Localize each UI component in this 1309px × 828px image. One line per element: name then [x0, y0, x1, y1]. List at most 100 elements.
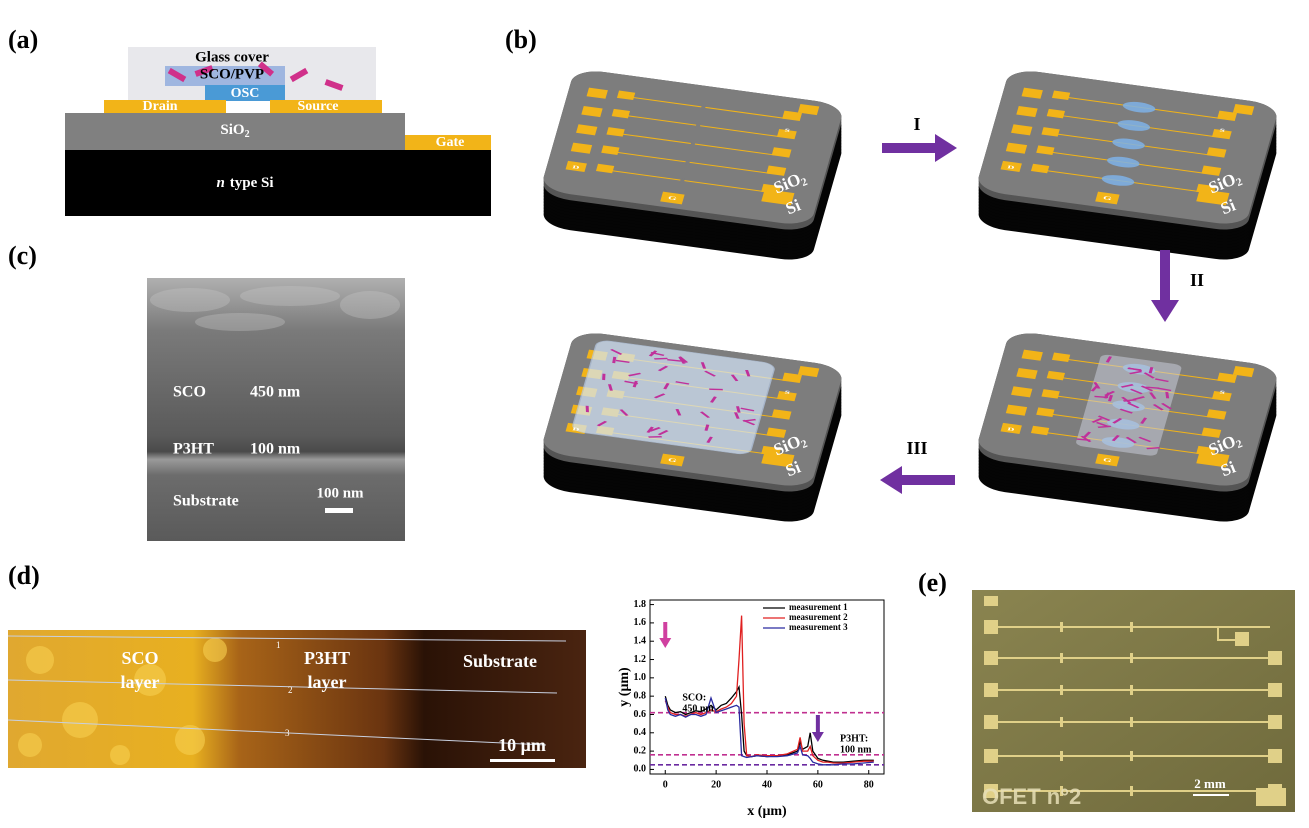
sco-crystal [1108, 394, 1113, 402]
sio2-label: SiO2 [220, 122, 249, 140]
si-italic: n [216, 175, 224, 191]
x-axis-label: x (μm) [747, 804, 787, 819]
sem-texture [150, 286, 400, 331]
pad [616, 90, 636, 101]
sco-crystal [650, 351, 665, 357]
step-label: I [913, 114, 920, 134]
pad [1021, 87, 1043, 99]
sco-crystal [1160, 403, 1173, 410]
photo-gap [1060, 717, 1063, 727]
pad [570, 142, 593, 154]
pad-label: G [667, 457, 678, 464]
sio2-sub: 2 [245, 129, 250, 140]
si-label: Si [783, 195, 804, 218]
sample-name: OFET n°2 [982, 784, 1081, 809]
pad [1051, 90, 1071, 101]
channel-gap [700, 105, 706, 110]
photo-pad [1268, 651, 1282, 665]
sem-image [147, 278, 405, 541]
photo-pad [1268, 715, 1282, 729]
y-tick-label: 0.8 [634, 690, 647, 701]
sio2 [65, 113, 405, 150]
sco-strip [1076, 354, 1182, 456]
channel-gap [679, 178, 685, 184]
region-label: P3HT [304, 648, 350, 668]
pad-label: G [1102, 195, 1113, 202]
pad-label: D [1007, 164, 1016, 170]
panel-label: (c) [8, 241, 37, 270]
sco-crystal [1129, 388, 1143, 395]
gate-pad [1095, 191, 1120, 205]
y-tick-label: 1.6 [634, 617, 647, 628]
sco-crystal [619, 409, 629, 416]
annotation: P3HT: [840, 733, 868, 744]
photo-gap [1130, 622, 1133, 632]
pad [1217, 110, 1238, 121]
pad [1030, 425, 1050, 436]
photo-gap [1060, 786, 1063, 796]
pad [1011, 124, 1033, 136]
sio2-sub: 2 [1234, 175, 1244, 188]
pad [776, 390, 797, 402]
arrow [1151, 250, 1179, 322]
sco-crystal [675, 381, 690, 385]
sco-crystal [1143, 372, 1155, 379]
pad [1030, 163, 1050, 174]
pad [1201, 165, 1222, 176]
gate-pad [660, 191, 685, 205]
device-top: D S G [978, 71, 1277, 224]
pad [601, 145, 620, 155]
pad [1041, 127, 1060, 137]
photo-pad [984, 715, 998, 729]
sco-crystal [1140, 385, 1154, 392]
osc-drop [1117, 120, 1151, 131]
sco-crystal [653, 357, 668, 360]
step-label: II [1190, 270, 1204, 290]
y-tick-label: 0.2 [634, 745, 647, 756]
si-label: Si [1218, 195, 1239, 218]
osc-drop [1107, 156, 1140, 168]
pad [1021, 349, 1043, 361]
annotation: 450 nm [682, 703, 714, 714]
x-tick-label: 20 [711, 779, 721, 790]
pad [1046, 370, 1066, 381]
osc-drop [1112, 138, 1145, 150]
sio2-sub: 2 [799, 175, 809, 188]
sco-crystal [675, 409, 682, 416]
photo-gap [1130, 786, 1133, 796]
photo-gap [1130, 653, 1133, 663]
series-line [664, 695, 874, 766]
si-text: type Si [230, 175, 274, 191]
sco-crystal [602, 373, 606, 381]
sco-crystal [1165, 391, 1170, 399]
osc-layer [205, 85, 285, 101]
y-tick-label: 1.0 [634, 672, 647, 683]
sco-crystal [1111, 434, 1120, 442]
sco-crystal [585, 405, 589, 413]
sco-crystal [742, 419, 756, 426]
sco-crystal [1105, 356, 1112, 363]
annotation-arrow [659, 622, 672, 648]
photo-pad [984, 683, 998, 697]
pad [1217, 372, 1238, 383]
pad [1232, 365, 1255, 378]
sco-crystal [1152, 404, 1164, 411]
pad [782, 372, 803, 383]
photo-pad [984, 749, 998, 763]
afm-grains [18, 638, 227, 765]
sco-crystal [678, 357, 686, 364]
arrow [882, 134, 957, 162]
sio2-sub: 2 [799, 437, 809, 450]
pad-label: D [572, 426, 581, 432]
pad [595, 163, 615, 174]
sco-crystal [1140, 417, 1148, 424]
photo-gap [1130, 717, 1133, 727]
step-label: III [906, 438, 927, 458]
sco-crystal [648, 427, 661, 432]
sco-crystal [710, 396, 717, 403]
photo-electrodes [984, 596, 1286, 806]
